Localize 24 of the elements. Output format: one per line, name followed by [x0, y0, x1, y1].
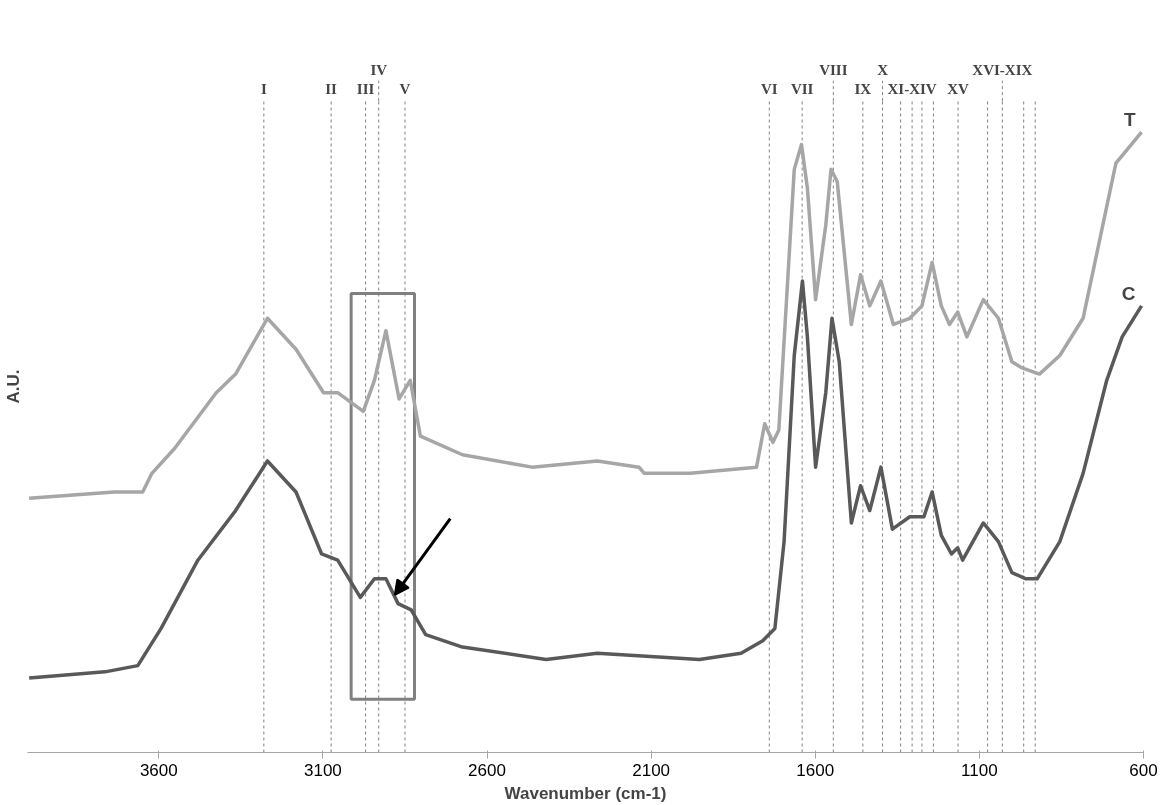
ref-line-label: IV — [370, 62, 388, 79]
ref-line-label: XV — [947, 81, 970, 98]
x-tick-label: 1600 — [796, 760, 835, 780]
ref-line-label: I — [260, 81, 267, 98]
ref-line-label: VIII — [819, 62, 848, 79]
ref-line-label: VI — [760, 81, 778, 98]
ref-line-label: II — [325, 81, 338, 98]
ref-line-label: V — [399, 81, 411, 98]
x-tick-label: 2100 — [632, 760, 671, 780]
x-tick-label: 1100 — [961, 760, 998, 780]
ref-line-label: XI-XIV — [887, 81, 937, 98]
series-label: C — [1121, 282, 1136, 304]
x-tick-label: 3100 — [304, 760, 342, 780]
series-label: T — [1123, 109, 1136, 131]
x-tick-label: 2600 — [468, 760, 506, 780]
ref-line-label: VII — [790, 81, 814, 98]
ref-line-label: X — [877, 62, 889, 79]
x-tick-label: 600 — [1129, 760, 1158, 780]
x-tick-label: 3600 — [139, 760, 178, 780]
ref-line-label: IX — [854, 81, 872, 98]
x-axis-title: Wavenumber (cm-1) — [504, 783, 667, 803]
y-axis-title: A.U. — [3, 369, 23, 404]
ref-line-label: XVI-XIX — [972, 62, 1033, 79]
ref-line-label: III — [356, 81, 375, 98]
